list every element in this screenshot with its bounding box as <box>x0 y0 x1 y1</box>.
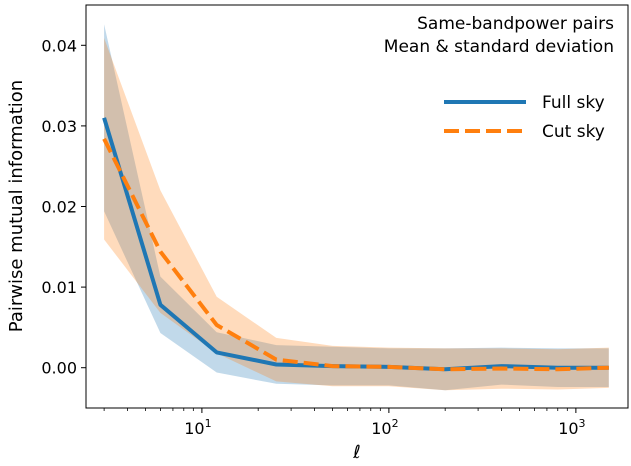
full-sky-band <box>104 24 609 391</box>
legend-label-cut-sky: Cut sky <box>542 122 605 142</box>
x-tick-label-2: 103 <box>558 417 585 438</box>
y-axis-label: Pairwise mutual information <box>6 80 27 332</box>
x-axis: 101 102 103 <box>103 408 586 438</box>
cut-sky-band <box>104 38 609 391</box>
cut-sky-mean-line <box>102 137 609 372</box>
uncertainty-bands <box>104 24 609 391</box>
y-tick-label-1: 0.01 <box>41 278 77 297</box>
mean-lines <box>102 117 609 372</box>
legend-label-full-sky: Full sky <box>542 93 605 113</box>
full-sky-mean-line <box>102 117 609 372</box>
y-tick-label-4: 0.04 <box>41 36 77 55</box>
x-axis-label: ℓ <box>352 442 360 463</box>
x-tick-label-1: 102 <box>371 417 398 438</box>
x-tick-label-0: 101 <box>184 417 211 438</box>
y-tick-label-2: 0.02 <box>41 198 77 217</box>
legend: Full sky Cut sky <box>444 93 605 142</box>
y-tick-label-0: 0.00 <box>41 359 77 378</box>
y-tick-label-3: 0.03 <box>41 117 77 136</box>
y-axis: 0.00 0.01 0.02 0.03 0.04 <box>41 36 86 378</box>
annotation-line-2: Mean & standard deviation <box>384 37 614 57</box>
annotation-line-1: Same-bandpower pairs <box>417 14 614 34</box>
